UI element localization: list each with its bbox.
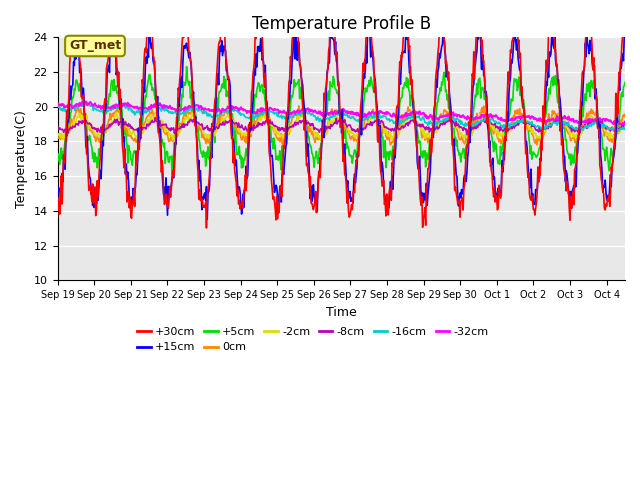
Legend: +30cm, +15cm, +5cm, 0cm, -2cm, -8cm, -16cm, -32cm: +30cm, +15cm, +5cm, 0cm, -2cm, -8cm, -16… <box>137 327 488 352</box>
X-axis label: Time: Time <box>326 306 356 319</box>
Y-axis label: Temperature(C): Temperature(C) <box>15 110 28 208</box>
Text: GT_met: GT_met <box>69 39 121 52</box>
Title: Temperature Profile B: Temperature Profile B <box>252 15 431 33</box>
